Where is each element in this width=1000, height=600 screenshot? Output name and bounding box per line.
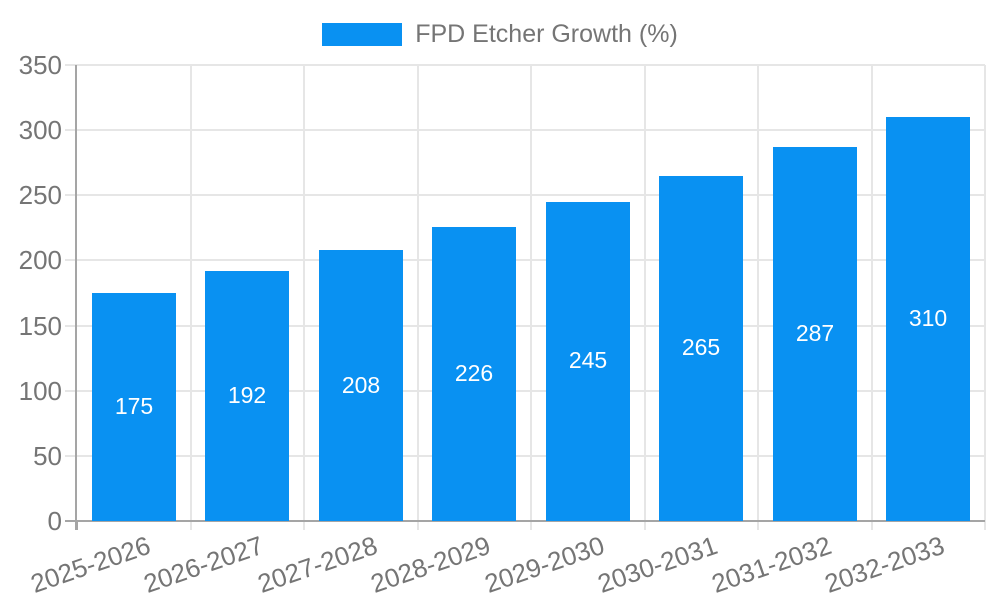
- y-axis-line: [75, 65, 77, 530]
- y-tick-label: 350: [18, 50, 62, 80]
- v-gridline: [190, 65, 192, 521]
- y-tick-label: 250: [18, 180, 62, 210]
- v-gridline: [417, 65, 419, 521]
- x-tick-mark: [871, 521, 873, 530]
- x-axis-line: [65, 520, 985, 522]
- v-gridline: [530, 65, 532, 521]
- v-gridline: [871, 65, 873, 521]
- bar-value-label: 245: [568, 347, 608, 373]
- v-gridline: [303, 65, 305, 521]
- v-gridline: [984, 65, 986, 521]
- bar[interactable]: [92, 293, 176, 521]
- bar[interactable]: [205, 271, 289, 521]
- legend-item-fpd-etcher-growth[interactable]: FPD Etcher Growth (%): [0, 20, 1000, 49]
- v-gridline: [757, 65, 759, 521]
- x-tick-mark: [417, 521, 419, 530]
- y-tick-label: 0: [47, 506, 62, 536]
- bar[interactable]: [659, 176, 743, 521]
- bar-value-label: 310: [908, 305, 948, 331]
- y-tick-mark: [65, 325, 77, 327]
- y-tick-mark: [65, 455, 77, 457]
- y-tick-mark: [65, 259, 77, 261]
- bar[interactable]: [886, 117, 970, 521]
- y-tick-mark: [65, 129, 77, 131]
- y-tick-label: 100: [18, 376, 62, 406]
- bar[interactable]: [432, 227, 516, 521]
- v-gridline: [644, 65, 646, 521]
- x-tick-mark: [530, 521, 532, 530]
- bar[interactable]: [319, 250, 403, 521]
- x-tick-mark: [303, 521, 305, 530]
- y-tick-label: 150: [18, 311, 62, 341]
- x-tick-mark: [644, 521, 646, 530]
- bar-value-label: 192: [227, 382, 267, 408]
- bar-value-label: 175: [114, 393, 154, 419]
- bar-value-label: 265: [681, 334, 721, 360]
- x-tick-mark: [76, 521, 78, 530]
- bar-value-label: 287: [795, 320, 835, 346]
- y-tick-label: 300: [18, 115, 62, 145]
- y-tick-mark: [65, 390, 77, 392]
- y-tick-label: 200: [18, 245, 62, 275]
- bar[interactable]: [546, 202, 630, 521]
- bar-value-label: 226: [454, 360, 494, 386]
- legend-swatch: [322, 23, 403, 46]
- y-tick-label: 50: [33, 441, 62, 471]
- x-tick-mark: [757, 521, 759, 530]
- bar[interactable]: [773, 147, 857, 521]
- x-tick-mark: [190, 521, 192, 530]
- x-tick-mark: [984, 521, 986, 530]
- legend-label: FPD Etcher Growth (%): [415, 20, 678, 48]
- y-tick-mark: [65, 64, 77, 66]
- bar-value-label: 208: [341, 372, 381, 398]
- y-tick-mark: [65, 194, 77, 196]
